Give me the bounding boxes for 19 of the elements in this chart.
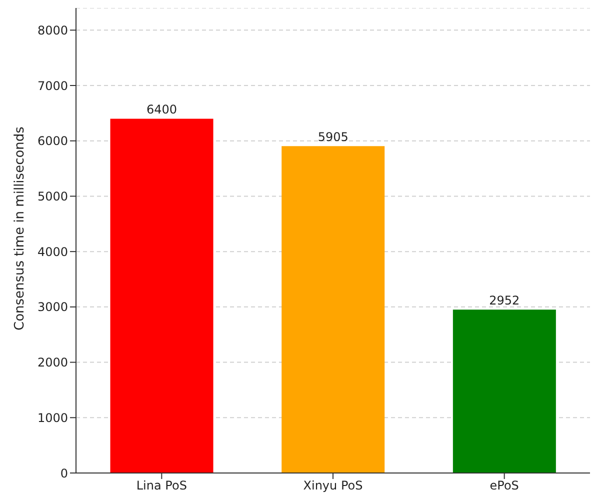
y-tick-label: 0 bbox=[60, 466, 68, 480]
x-tick-label: Xinyu PoS bbox=[303, 478, 363, 493]
bar bbox=[452, 310, 556, 473]
bar bbox=[110, 118, 214, 473]
data-label: 6400 bbox=[146, 102, 178, 117]
x-tick-label: ePoS bbox=[490, 478, 519, 493]
x-tick-label: Lina PoS bbox=[136, 478, 187, 493]
bar bbox=[282, 146, 385, 473]
data-label: 5905 bbox=[318, 130, 348, 144]
y-tick-label: 4000 bbox=[37, 244, 68, 259]
y-tick-label: 1000 bbox=[37, 410, 68, 425]
y-axis-title: Consensus time in milliseconds bbox=[12, 126, 28, 330]
data-label: 2952 bbox=[489, 294, 520, 308]
y-tick-label: 8000 bbox=[37, 23, 68, 38]
y-tick-label: 7000 bbox=[37, 78, 68, 93]
y-tick-label: 2000 bbox=[37, 356, 68, 370]
y-tick-label: 3000 bbox=[37, 300, 68, 314]
y-tick-label: 6000 bbox=[37, 134, 68, 148]
y-tick-label: 5000 bbox=[37, 189, 68, 204]
